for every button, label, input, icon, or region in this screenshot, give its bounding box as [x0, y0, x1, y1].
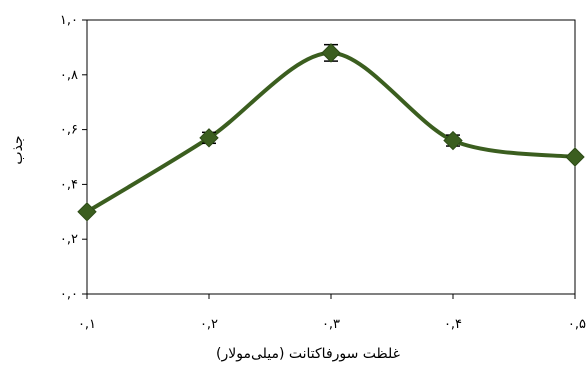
x-tick-label: ۰,۴: [444, 317, 462, 332]
y-tick-label: ۰,۰: [60, 287, 78, 302]
x-tick-label: ۰,۵: [568, 317, 586, 332]
x-axis-title: غلظت سورفاکتانت (میلی‌مولار): [216, 346, 400, 362]
series-line: [85, 50, 577, 214]
data-point: [199, 128, 219, 148]
x-tick-label: ۰,۳: [322, 317, 340, 332]
data-point: [77, 202, 97, 222]
y-axis-title: جذب: [10, 135, 26, 164]
data-point: [443, 130, 463, 151]
data-point: [565, 147, 585, 167]
data-point: [321, 43, 341, 63]
series: [77, 43, 585, 222]
y-tick-label: ۰,۸: [60, 68, 78, 83]
y-tick-label: ۰,۴: [60, 177, 78, 192]
x-tick-label: ۰,۱: [78, 317, 96, 332]
y-tick-label: ۰,۲: [60, 232, 78, 247]
x-ticks: ۰,۱ ۰,۲ ۰,۳ ۰,۴ ۰,۵: [78, 294, 586, 332]
y-ticks: ۰,۰ ۰,۲ ۰,۴ ۰,۶ ۰,۸ ۱,۰: [60, 13, 87, 302]
y-tick-label: ۰,۶: [60, 123, 78, 138]
x-tick-label: ۰,۲: [200, 317, 218, 332]
y-tick-label: ۱,۰: [60, 13, 78, 28]
